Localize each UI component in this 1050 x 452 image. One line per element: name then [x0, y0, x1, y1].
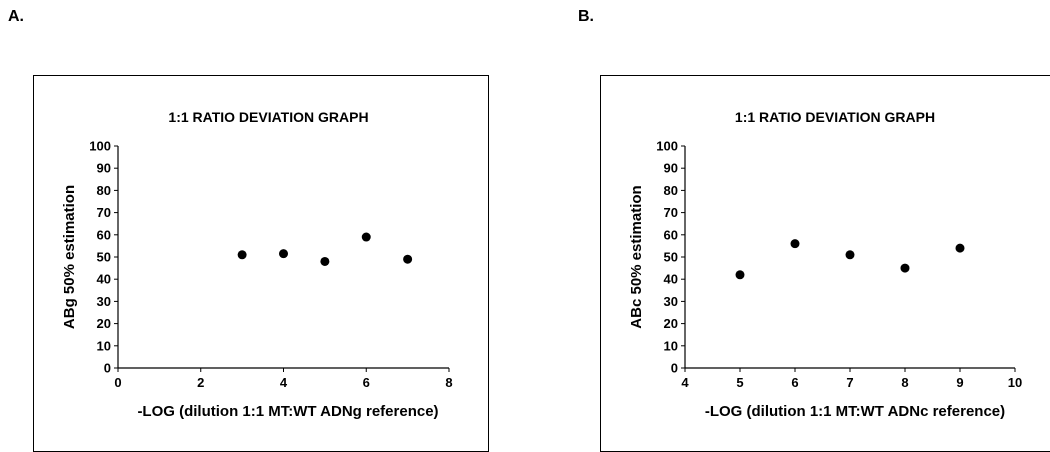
data-point	[955, 243, 965, 253]
y-tick-label: 40	[664, 272, 678, 287]
x-tick-label: 8	[445, 375, 452, 390]
scatter-chart-a: 1:1 RATIO DEVIATION GRAPH010203040506070…	[61, 109, 453, 420]
y-tick-label: 30	[664, 294, 678, 309]
data-point	[403, 254, 413, 264]
x-tick-label: 9	[956, 375, 963, 390]
x-tick-label: 5	[736, 375, 743, 390]
x-tick-label: 4	[681, 375, 689, 390]
y-tick-label: 90	[664, 161, 678, 176]
chart-title: 1:1 RATIO DEVIATION GRAPH	[735, 109, 935, 125]
data-point	[361, 232, 371, 242]
data-point	[320, 256, 330, 266]
y-tick-label: 70	[664, 205, 678, 220]
y-tick-label: 90	[97, 161, 111, 176]
x-axis-label: -LOG (dilution 1:1 MT:WT ADNg reference)	[137, 403, 438, 420]
y-tick-label: 0	[104, 361, 111, 376]
x-tick-label: 4	[280, 375, 288, 390]
data-point	[279, 249, 288, 259]
y-axis-label: ABc 50% estimation	[628, 185, 645, 328]
x-tick-label: 2	[197, 375, 204, 390]
data-point	[790, 239, 800, 249]
y-tick-label: 30	[97, 294, 111, 309]
chart-panel-a: 1:1 RATIO DEVIATION GRAPH 0 10 20 30 40 50 60 70…	[33, 75, 489, 452]
x-axis-label: -LOG (dilution 1:1 MT:WT ADNc reference)	[705, 403, 1005, 420]
data-point	[900, 263, 910, 273]
x-tick-label: 7	[846, 375, 853, 390]
panel-label-b: B.	[578, 8, 594, 25]
y-tick-label: 10	[97, 338, 111, 353]
y-tick-label: 20	[97, 316, 111, 331]
y-tick-label: 70	[97, 205, 111, 220]
chart-panel-b: 1:1 RATIO DEVIATION GRAPH 0 10 20 30 40 50 60 70…	[600, 75, 1050, 452]
y-tick-label: 80	[664, 183, 678, 198]
y-tick-label: 0	[671, 361, 678, 376]
x-tick-label: 8	[901, 375, 908, 390]
y-tick-label: 20	[664, 316, 678, 331]
x-tick-label: 6	[791, 375, 798, 390]
y-tick-label: 100	[89, 139, 111, 154]
x-tick-label: 0	[114, 375, 121, 390]
y-tick-label: 50	[97, 250, 111, 265]
y-tick-label: 100	[656, 139, 678, 154]
chart-title: 1:1 RATIO DEVIATION GRAPH	[168, 109, 368, 125]
x-tick-label: 6	[363, 375, 370, 390]
data-point	[845, 250, 855, 260]
y-tick-label: 80	[97, 183, 111, 198]
data-point	[735, 270, 745, 280]
data-point	[237, 250, 247, 260]
x-tick-label: 10	[1008, 375, 1022, 390]
y-tick-label: 40	[97, 272, 111, 287]
y-tick-label: 10	[664, 338, 678, 353]
y-axis-label: ABg 50% estimation	[61, 185, 78, 329]
y-tick-label: 60	[97, 227, 111, 242]
y-tick-label: 50	[664, 250, 678, 265]
scatter-chart-b: 1:1 RATIO DEVIATION GRAPH 0 10 20 30 40 50 60 70…	[628, 109, 1022, 420]
y-tick-label: 60	[664, 227, 678, 242]
panel-label-a: A.	[8, 8, 24, 25]
